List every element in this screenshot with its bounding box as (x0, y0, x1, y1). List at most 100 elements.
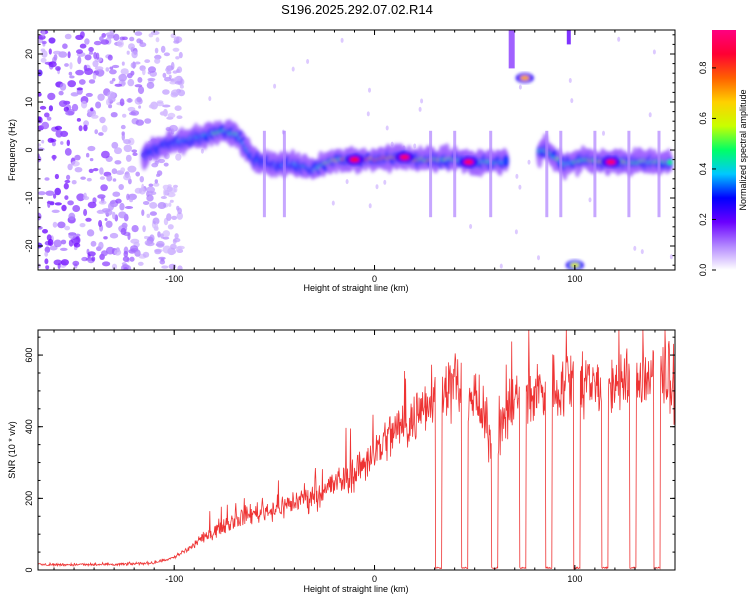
noise-blob (66, 174, 71, 181)
noise-blob (87, 251, 96, 257)
noise-blob (55, 66, 61, 71)
noise-blob (114, 249, 122, 256)
noise-blob (167, 112, 176, 119)
y-tick-label: 400 (24, 419, 34, 434)
noise-blob (156, 173, 161, 177)
noise-blob (121, 61, 125, 66)
noise-blob (161, 265, 169, 269)
noise-blob (146, 194, 154, 202)
noise-blob (86, 229, 95, 237)
noise-blob (130, 245, 139, 252)
upper-streak (508, 30, 515, 69)
noise-blob (79, 43, 87, 49)
noise-blob (41, 30, 46, 37)
noise-blob (157, 202, 167, 209)
noise-blob (83, 208, 88, 217)
noise-blob (168, 202, 172, 207)
noise-blob (134, 84, 143, 88)
noise-speck (418, 106, 422, 112)
noise-blob (101, 208, 111, 213)
noise-blob (105, 32, 115, 37)
noise-blob (174, 233, 179, 239)
noise-blob (64, 63, 69, 67)
noise-blob (92, 197, 97, 204)
noise-blob (160, 45, 166, 53)
ridge-streak (593, 130, 597, 218)
hot-spot (601, 157, 620, 167)
noise-speck (366, 111, 370, 117)
noise-blob (134, 249, 141, 257)
noise-blob (40, 57, 47, 63)
noise-blob (112, 191, 121, 197)
noise-blob (171, 215, 178, 220)
noise-blob (45, 265, 50, 270)
noise-blob (129, 111, 136, 116)
noise-blob (172, 250, 177, 254)
noise-blob (144, 235, 149, 240)
noise-blob (78, 125, 83, 132)
noise-blob (58, 100, 68, 107)
noise-speck (306, 59, 310, 64)
noise-blob (99, 176, 105, 180)
noise-blob (129, 36, 135, 42)
noise-blob (109, 80, 114, 84)
noise-blob (54, 125, 63, 131)
noise-blob (114, 160, 122, 165)
noise-blob (123, 267, 128, 270)
noise-speck (633, 245, 637, 251)
noise-blob (158, 158, 165, 164)
noise-blob (39, 105, 47, 110)
noise-speck (588, 197, 592, 203)
noise-blob (172, 238, 177, 244)
noise-blob (173, 76, 181, 83)
noise-blob (100, 184, 108, 192)
noise-speck (385, 125, 389, 131)
noise-blob (85, 217, 92, 222)
noise-blob (144, 118, 152, 124)
noise-speck (200, 148, 204, 154)
noise-blob (141, 209, 145, 216)
noise-blob (48, 37, 56, 44)
colorbar-ticks: 0.0 0.2 0.4 0.6 0.8 (698, 62, 716, 277)
noise-blob (148, 33, 154, 38)
colorbar-tick-label: 0.4 (698, 163, 708, 176)
noise-blob (51, 141, 56, 147)
noise-speck (518, 84, 522, 90)
noise-blob (129, 197, 134, 203)
noise-blob (50, 138, 57, 143)
colorbar-tick-label: 0.0 (698, 264, 708, 277)
noise-speck (602, 130, 605, 136)
noise-blob (60, 239, 67, 245)
noise-blob (38, 143, 41, 147)
noise-blob (41, 50, 48, 58)
noise-blob (120, 227, 127, 236)
hot-spot-core (519, 75, 530, 81)
noise-blob (38, 155, 42, 163)
noise-blob (156, 101, 164, 107)
noise-blob (121, 133, 126, 141)
noise-blob (86, 177, 92, 182)
noise-blob (64, 225, 71, 231)
noise-blob (64, 148, 72, 156)
noise-speck (345, 179, 349, 185)
noise-blob (63, 182, 69, 190)
noise-blob (156, 240, 165, 248)
noise-blob (46, 116, 52, 121)
noise-blob (112, 211, 116, 220)
noise-blob (110, 200, 116, 205)
noise-blob (64, 195, 69, 201)
noise-blob (154, 249, 162, 255)
noise-blob (119, 98, 125, 107)
noise-blob (87, 201, 97, 209)
noise-blob (44, 258, 49, 265)
noise-blob (54, 173, 60, 180)
noise-blob (45, 190, 55, 196)
noise-blob (67, 80, 76, 88)
noise-blob (92, 168, 99, 172)
noise-blob (84, 54, 92, 61)
noise-blob (88, 51, 94, 55)
noise-blob (48, 48, 52, 55)
noise-blob (122, 113, 127, 118)
noise-blob (131, 50, 138, 59)
